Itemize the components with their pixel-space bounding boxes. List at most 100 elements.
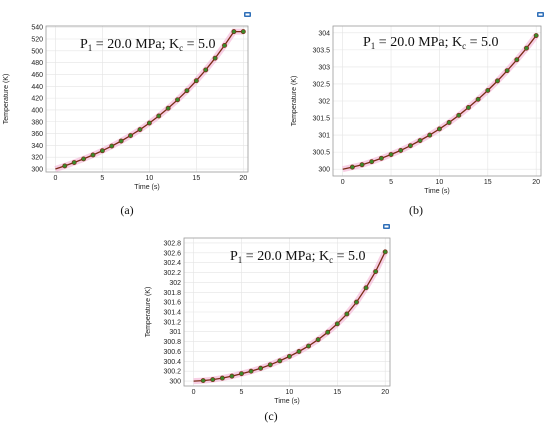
y-tick-label: 320 — [31, 155, 43, 162]
data-point — [156, 113, 162, 119]
y-tick-label: 480 — [31, 60, 43, 67]
y-tick-label: 303 — [318, 64, 330, 71]
data-point — [369, 159, 375, 165]
data-point — [203, 67, 209, 73]
plot-toolbar-icon — [537, 12, 544, 17]
y-tick-label: 302.6 — [163, 250, 181, 257]
data-point — [398, 147, 404, 153]
data-point — [146, 120, 152, 126]
x-axis-label: Time (s) — [134, 184, 159, 191]
y-tick-label: 301.2 — [163, 319, 181, 326]
data-point — [128, 133, 134, 138]
data-point — [62, 163, 68, 169]
panel-annotation: P1 = 20.0 MPa; Kc = 5.0 — [363, 35, 499, 51]
y-tick-label: 440 — [31, 84, 43, 91]
data-point — [222, 42, 227, 48]
data-point — [109, 143, 115, 149]
data-point — [388, 152, 394, 157]
data-point — [456, 112, 462, 118]
data-point — [212, 55, 218, 61]
y-tick-label: 304 — [318, 30, 330, 37]
y-tick-label: 300.4 — [163, 359, 181, 366]
y-tick-label: 301 — [169, 329, 181, 336]
y-tick-label: 360 — [31, 131, 43, 138]
data-point — [231, 29, 237, 35]
panel-annotation: P1 = 20.0 MPa; Kc = 5.0 — [230, 249, 366, 265]
y-tick-label: 300.2 — [163, 369, 181, 376]
x-tick-label: 5 — [389, 179, 393, 186]
data-point — [277, 358, 283, 364]
y-tick-label: 302 — [318, 99, 330, 106]
x-tick-label: 0 — [53, 175, 57, 182]
data-point — [193, 78, 199, 84]
y-tick-label: 301.4 — [163, 310, 181, 317]
y-tick-label: 300.8 — [163, 339, 181, 346]
data-point — [200, 378, 206, 384]
x-tick-label: 10 — [145, 175, 153, 182]
data-point — [315, 337, 321, 343]
data-point — [533, 33, 539, 38]
data-point — [90, 152, 96, 158]
chart-panel-a: 0 5 10 15 20 300 320 340 360 380 400 420 440 460 480 50… — [3, 12, 251, 217]
data-point — [118, 138, 124, 144]
data-point — [524, 45, 529, 51]
data-point — [229, 373, 235, 379]
y-tick-label: 301.8 — [163, 290, 181, 297]
data-point — [175, 97, 180, 103]
y-tick-label: 300.6 — [163, 349, 181, 356]
y-tick-label: 460 — [31, 72, 43, 79]
y-axis-label: Temperature (K) — [291, 76, 298, 127]
data-point — [359, 162, 365, 168]
plot-toolbar-icon — [244, 12, 251, 17]
data-point — [306, 343, 312, 349]
data-point — [325, 329, 331, 335]
data-point — [363, 285, 369, 291]
data-point — [219, 375, 225, 381]
y-tick-label: 300.5 — [312, 150, 330, 157]
x-tick-label: 0 — [192, 389, 196, 396]
data-point — [514, 57, 520, 63]
y-tick-label: 302.8 — [163, 240, 181, 247]
chart-panel-b: 0 5 10 15 20 300 300.5 301 301.5 302 302.5 303 303.5… — [291, 12, 544, 217]
y-tick-label: 400 — [31, 107, 43, 114]
data-point — [436, 126, 442, 132]
y-tick-label: 300 — [31, 167, 43, 174]
data-point — [504, 68, 510, 74]
data-point — [267, 362, 273, 368]
data-point — [495, 78, 500, 84]
x-tick-label: 10 — [436, 179, 444, 186]
x-tick-label: 20 — [381, 389, 389, 396]
y-tick-label: 303.5 — [312, 47, 330, 54]
data-point — [210, 377, 216, 383]
data-point — [248, 368, 254, 374]
data-point — [465, 105, 471, 110]
data-point — [137, 127, 143, 133]
data-point — [378, 155, 384, 161]
y-tick-label: 302.5 — [312, 81, 330, 88]
panel-caption: (b) — [409, 203, 423, 217]
y-tick-label: 302.2 — [163, 270, 181, 277]
x-tick-label: 20 — [532, 179, 540, 186]
data-point — [407, 143, 413, 149]
data-point — [417, 138, 423, 143]
data-point — [373, 269, 379, 274]
x-tick-label: 15 — [192, 175, 200, 182]
data-point — [475, 96, 481, 102]
panel-caption: (c) — [264, 409, 277, 423]
y-tick-label: 302 — [169, 280, 181, 287]
plot-frame — [45, 25, 249, 173]
data-point — [81, 156, 87, 162]
data-point — [99, 148, 105, 154]
data-point — [239, 371, 244, 377]
y-tick-label: 300 — [318, 167, 330, 174]
data-point — [382, 249, 388, 255]
plot-frame — [183, 237, 391, 387]
y-tick-label: 540 — [31, 25, 43, 32]
y-tick-label: 340 — [31, 143, 43, 150]
y-tick-label: 520 — [31, 37, 43, 44]
x-tick-label: 15 — [484, 179, 492, 186]
x-axis-label: Time (s) — [424, 188, 449, 195]
y-tick-label: 302.4 — [163, 260, 181, 267]
plot-frame — [332, 25, 542, 177]
